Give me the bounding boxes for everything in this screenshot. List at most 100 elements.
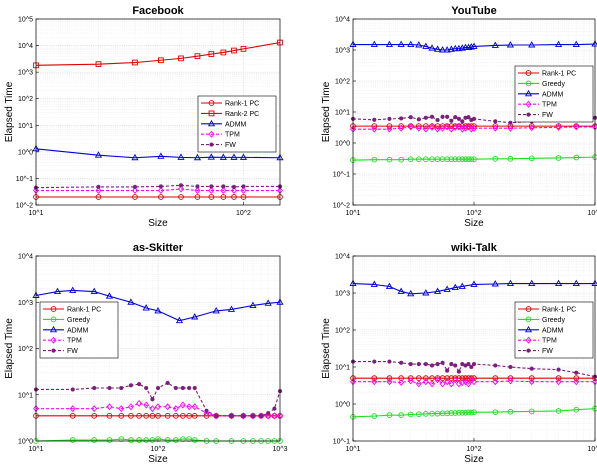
legend-marker	[526, 112, 531, 117]
data-point	[456, 369, 461, 374]
y-tick-label: 10^2	[335, 79, 350, 86]
x-tick-label: 10^1	[346, 210, 361, 217]
data-point	[435, 117, 440, 123]
data-point	[94, 151, 103, 158]
data-point	[230, 153, 238, 160]
series-fw	[350, 112, 597, 125]
data-point	[155, 385, 161, 391]
legend-marker	[526, 348, 531, 353]
data-point	[444, 378, 451, 386]
data-point	[372, 359, 377, 364]
data-point	[492, 375, 499, 381]
data-point	[456, 156, 462, 163]
data-point	[491, 280, 499, 287]
data-point	[265, 412, 272, 420]
series-tpm	[33, 185, 283, 195]
series-line	[35, 41, 281, 66]
data-point	[186, 412, 192, 419]
data-point	[132, 194, 138, 200]
data-point	[459, 379, 466, 387]
y-tick-label: 10^1	[335, 110, 350, 117]
data-point	[194, 53, 201, 59]
data-point	[387, 359, 392, 364]
data-point	[105, 292, 114, 299]
data-point	[118, 436, 125, 442]
data-point	[221, 184, 226, 189]
data-point	[164, 403, 171, 411]
data-point	[572, 40, 580, 47]
data-point	[468, 156, 475, 163]
data-point	[240, 46, 247, 52]
data-point	[150, 397, 155, 402]
data-point	[186, 403, 193, 411]
data-point	[158, 57, 164, 64]
legend-marker	[208, 110, 215, 117]
data-point	[371, 156, 378, 163]
data-point	[429, 123, 435, 129]
data-point	[154, 306, 162, 314]
data-point	[229, 413, 234, 418]
data-point	[422, 42, 430, 49]
data-point	[493, 363, 498, 368]
data-point	[407, 377, 414, 385]
data-point	[492, 155, 499, 162]
data-point	[445, 368, 450, 373]
data-point	[508, 120, 513, 125]
data-point	[231, 184, 237, 189]
data-point	[207, 153, 215, 160]
axes: 10^1 10^2 10^-2 10^-1 10^0 10^1 10^2 10^3 10^4 10…	[16, 17, 251, 218]
data-point	[192, 385, 197, 391]
data-point	[492, 378, 499, 386]
legend: Rank-1 PC Rank-2 PC ADMM TPM FW	[197, 95, 277, 153]
series-group	[32, 39, 284, 200]
data-point	[371, 125, 378, 133]
data-point	[429, 123, 436, 131]
y-tick-label: 10^3	[18, 300, 33, 307]
data-point	[435, 361, 440, 367]
data-point	[178, 185, 185, 193]
data-point	[172, 405, 179, 413]
data-point	[164, 437, 171, 443]
legend-marker	[50, 316, 57, 323]
y-tick-label: 10^4	[18, 254, 33, 261]
data-point	[144, 385, 149, 391]
legend-marker	[51, 348, 56, 353]
data-point	[555, 40, 563, 47]
y-tick-label: 10^4	[18, 43, 33, 50]
data-point	[136, 412, 142, 419]
data-point	[128, 437, 134, 443]
data-point	[465, 380, 472, 388]
data-point	[219, 153, 227, 160]
data-point	[507, 377, 514, 385]
x-tick-label: 10^1	[29, 210, 44, 217]
data-point	[469, 364, 474, 370]
data-point	[422, 123, 429, 129]
data-point	[187, 385, 192, 391]
data-point	[440, 114, 445, 119]
data-point	[528, 41, 536, 48]
data-point	[408, 115, 413, 120]
data-point	[239, 153, 248, 160]
data-point	[507, 375, 514, 381]
data-point	[416, 117, 421, 122]
data-point	[428, 44, 436, 51]
data-point	[259, 413, 264, 418]
data-point	[555, 155, 562, 161]
data-point	[95, 61, 102, 67]
data-point	[69, 286, 77, 293]
grid	[352, 18, 596, 206]
data-point	[429, 380, 436, 388]
data-point	[91, 405, 98, 413]
data-point	[506, 279, 514, 287]
data-point	[451, 283, 459, 291]
data-point	[157, 152, 165, 159]
data-point	[529, 366, 534, 371]
data-point	[422, 411, 429, 417]
data-point	[132, 184, 138, 189]
data-point	[399, 116, 404, 121]
data-point	[422, 378, 429, 386]
axes: 10^1 10^2 10^3 10^-1 10^0 10^1 10^2 10^3 10^4	[333, 254, 597, 454]
data-point	[528, 375, 535, 381]
chart-title: wiki-Talk	[450, 242, 498, 254]
